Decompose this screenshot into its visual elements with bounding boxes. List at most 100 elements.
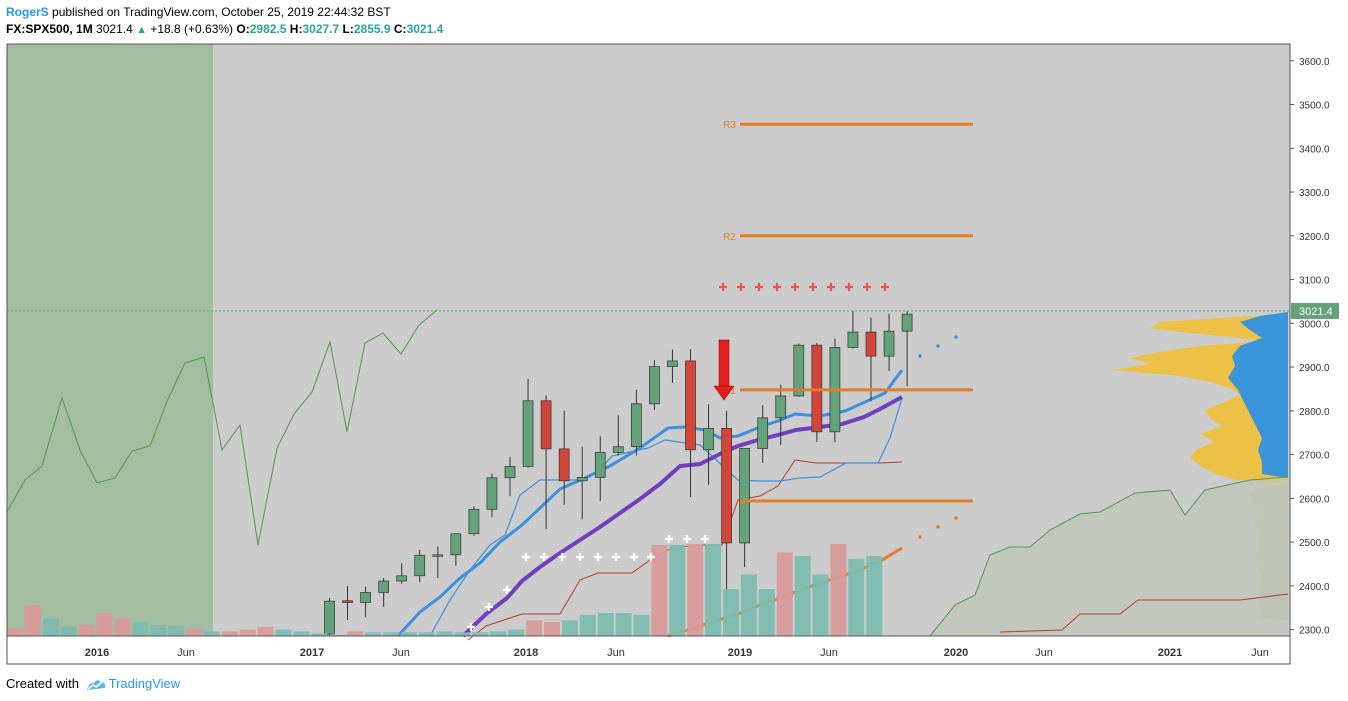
cloud-fill [930,477,1288,636]
symbol-label[interactable]: FX:SPX500, 1M [6,22,93,36]
candle-body [522,400,534,467]
crosses-group [467,283,889,631]
volume-bar [7,627,23,636]
tradingview-logo-icon [86,679,105,690]
forecast-dot [936,344,940,348]
candle-body [721,427,732,544]
volume-bar [705,544,722,636]
x-axis[interactable]: 2016 Jun 2017 Jun 2018 Jun 2019 Jun 2020 Jun 2021 J… [85,647,1269,659]
candle-body [667,360,678,367]
cross-marker [755,283,763,291]
high-label: H: [289,22,303,36]
candle-body [630,403,642,448]
x-tick-label: 2020 [944,647,968,659]
price-change: +18.8 (+0.63%) [150,22,234,36]
pivot-label: R3 [723,120,736,131]
tradingview-link[interactable]: TradingView [108,676,181,691]
cross-marker [881,283,889,291]
volume-bar [687,544,704,636]
volume-bar [561,620,578,636]
cross-marker [845,283,853,291]
x-tick-label: 2017 [300,647,324,659]
high-value: 3027.7 [302,22,340,36]
volume-bar [758,589,775,636]
volume-bar [78,624,95,636]
candle-body [793,344,805,397]
volume-group [7,544,883,636]
volume-bar [848,558,865,636]
candle-body [414,554,426,577]
x-tick-label: 2019 [728,647,752,659]
candle-body [324,600,335,635]
cross-marker [701,535,709,543]
red-down-arrow-icon [713,339,735,401]
volume-bar [436,631,453,636]
cross-marker [630,553,638,561]
x-tick-label: Jun [820,647,838,659]
shaded-region [7,44,213,636]
candle-body [342,600,353,603]
last-price-tag: 3021.4 [1291,303,1339,319]
volume-bar [472,632,489,636]
cross-marker [809,283,817,291]
volume-bar [257,626,274,636]
volume-bar [24,604,41,636]
volume-bar [454,632,471,636]
cross-marker [863,283,871,291]
candle-body [504,466,516,479]
forecast-dot [954,516,958,520]
candle-body [540,400,552,450]
y-tick-label: 3200.0 [1299,232,1330,243]
x-tick-label: 2018 [514,647,538,659]
cross-marker [485,603,493,611]
volume-bar [740,574,757,636]
y-axis[interactable]: 2300.0 2400.0 2500.0 2600.0 2700.0 2800.0 2900… [1290,57,1330,637]
candle-body [594,452,606,478]
cross-marker [558,553,566,561]
y-tick-label: 3300.0 [1299,188,1330,199]
low-label: L: [342,22,354,36]
author-link[interactable]: RogerS [6,5,49,19]
volume-bar [723,589,739,636]
y-tick-label: 2800.0 [1299,407,1330,418]
candle-body [450,533,462,556]
volume-bar [633,614,650,636]
volume-bar [293,631,310,636]
volume-bar [275,629,292,636]
candle-body [757,417,769,449]
forecast-dot [954,335,958,339]
created-with-label: Created with [6,676,79,691]
cross-marker [773,283,781,291]
volume-bar [508,629,525,636]
y-tick-label: 3600.0 [1299,57,1330,68]
volume-bar [526,620,543,636]
volume-bar [418,632,435,636]
volume-bar [168,625,185,636]
volume-bar [400,632,417,636]
volume-bar [239,629,256,636]
publish-info: published on TradingView.com, October 25… [48,5,391,19]
symbol-line: FX:SPX500, 1M 3021.4 ▲ +18.8 (+0.63%) O:… [6,22,443,36]
price-chart[interactable]: R3R2R1 2300.02400.02500.02600.02700.0280… [0,40,1348,666]
volume-bar [347,631,364,636]
volume-bar [186,628,202,636]
volume-bar [382,632,399,636]
volume-bar [490,631,507,636]
open-label: O: [236,22,250,36]
ema-slow-line [461,395,903,638]
volume-bar [776,552,793,636]
cross-marker [522,553,530,561]
y-tick-label: 2700.0 [1299,451,1330,462]
last-price-tag-label: 3021.4 [1299,306,1333,318]
x-tick-label: 2021 [1158,647,1182,659]
close-label: C: [393,22,407,36]
cross-marker [467,623,475,631]
x-tick-label: Jun [177,647,195,659]
volume-bar [812,574,829,636]
volume-bar [60,626,77,636]
cross-marker [665,535,673,543]
cross-marker [791,283,799,291]
green-oscillator-line [6,309,438,546]
up-arrow-icon: ▲ [136,24,147,36]
plot-border [6,43,1291,665]
